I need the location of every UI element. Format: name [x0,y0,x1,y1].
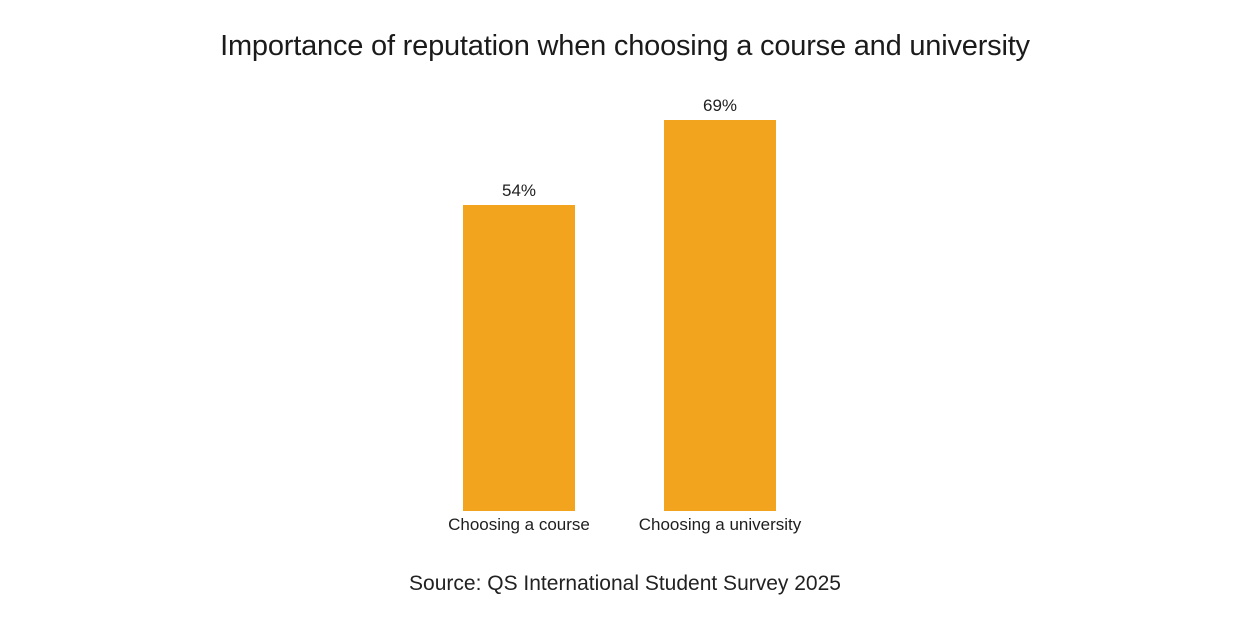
bar-1 [463,205,575,511]
data-label-1: 54% [502,181,536,200]
data-label-2: 69% [703,96,737,115]
category-label-1: Choosing a course [448,515,590,534]
bar-2 [664,120,776,511]
chart-source: Source: QS International Student Survey … [409,572,841,595]
category-label-2: Choosing a university [639,515,802,534]
chart-title: Importance of reputation when choosing a… [220,30,1030,62]
